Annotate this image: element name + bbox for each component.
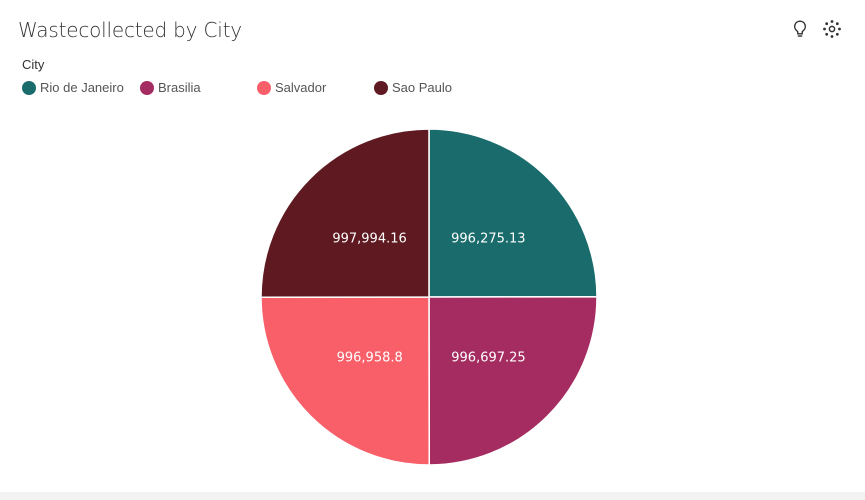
pie-slice-label-brasilia: 996,697.25	[451, 350, 525, 365]
pie-slice-label-rio-de-janeiro: 996,275.13	[451, 232, 525, 247]
legend-label: Salvador	[275, 80, 327, 95]
legend-item-salvador[interactable]: Salvador	[257, 80, 326, 95]
pie-slice-sao-paulo[interactable]	[260, 128, 430, 299]
legend-swatch	[140, 80, 154, 95]
legend-item-rio-de-janeiro[interactable]: Rio de Janeiro	[22, 80, 124, 95]
legend-label: Rio de Janeiro	[40, 80, 124, 95]
pie-slice-brasilia[interactable]	[428, 296, 598, 466]
pie-slice-label-salvador: 996,958.8	[337, 350, 403, 365]
chart-title: Wastecollected by City	[18, 18, 242, 42]
pie-slice-label-sao-paulo: 997,994.16	[332, 232, 406, 247]
pie-slice-salvador[interactable]	[260, 296, 431, 466]
legend-label: Brasilia	[158, 80, 201, 95]
legend-title: City	[22, 57, 45, 72]
settings-icon[interactable]	[821, 18, 843, 40]
legend-swatch	[374, 80, 388, 95]
lightbulb-icon[interactable]	[789, 18, 811, 40]
legend-item-brasilia[interactable]: Brasilia	[140, 80, 201, 95]
pie-slice-rio-de-janeiro[interactable]	[428, 128, 598, 298]
legend-swatch	[22, 80, 36, 95]
chart-toolbar	[789, 18, 843, 40]
legend-item-sao-paulo[interactable]: Sao Paulo	[374, 80, 452, 95]
legend-label: Sao Paulo	[392, 80, 452, 95]
legend-swatch	[257, 80, 271, 95]
